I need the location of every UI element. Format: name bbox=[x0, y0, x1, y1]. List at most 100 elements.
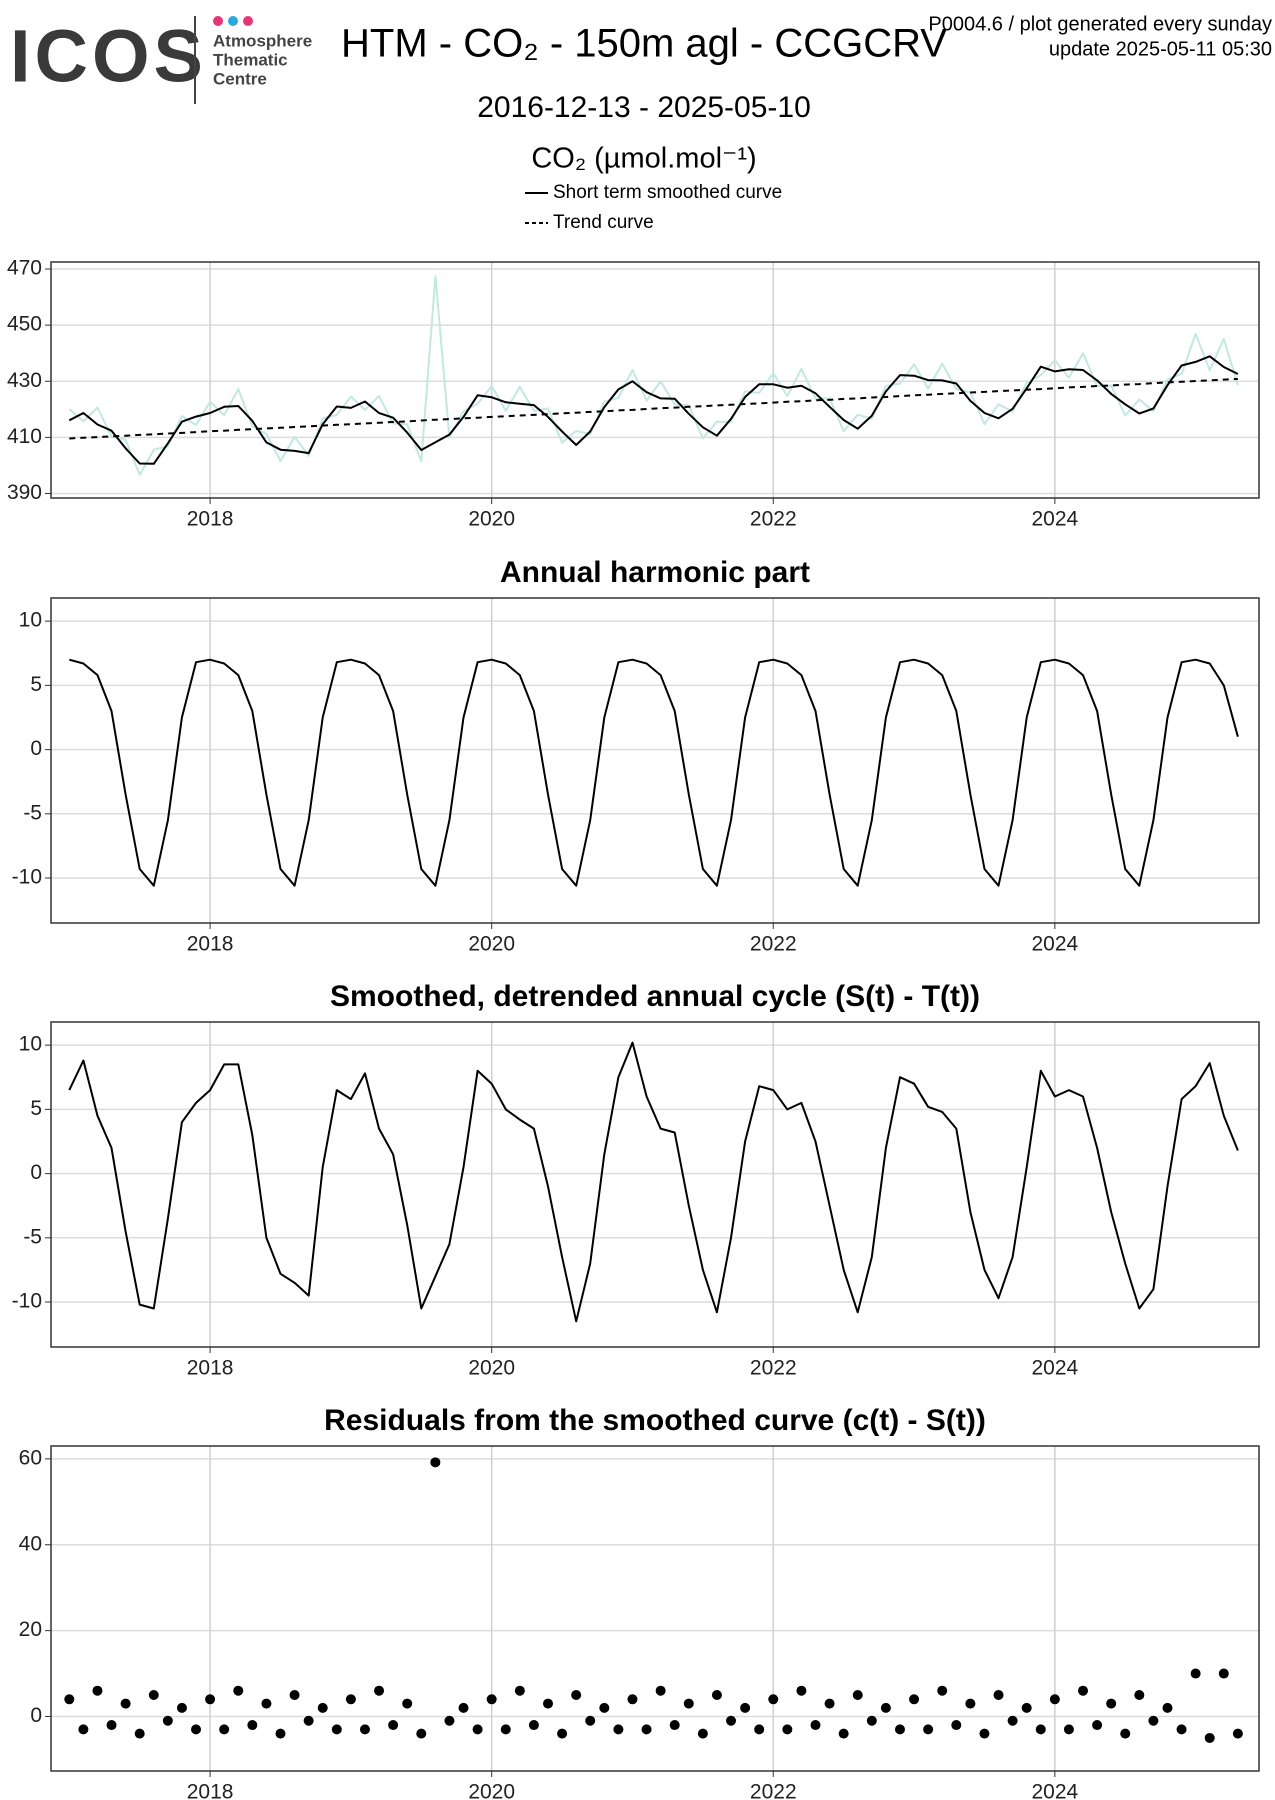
point bbox=[852, 1690, 863, 1701]
point bbox=[599, 1702, 610, 1713]
point bbox=[1021, 1702, 1032, 1713]
note: P0004.6 / plot generated every sunday bbox=[928, 13, 1272, 35]
subtitle: 2016-12-13 - 2025-05-10 bbox=[477, 91, 811, 124]
point bbox=[909, 1694, 920, 1705]
raw-line bbox=[68, 275, 1239, 476]
y-tick-label: 410 bbox=[7, 425, 42, 448]
point bbox=[923, 1724, 934, 1735]
point bbox=[430, 1457, 441, 1468]
point bbox=[1007, 1715, 1018, 1726]
point bbox=[472, 1724, 483, 1735]
point bbox=[979, 1728, 990, 1739]
point bbox=[134, 1728, 145, 1739]
point bbox=[388, 1720, 399, 1731]
x-tick-label: 2022 bbox=[750, 1357, 797, 1380]
y-tick-label: 430 bbox=[7, 369, 42, 392]
point bbox=[754, 1724, 765, 1735]
point bbox=[683, 1698, 694, 1709]
x-tick-label: 2020 bbox=[468, 1357, 515, 1380]
point bbox=[542, 1698, 553, 1709]
point bbox=[824, 1698, 835, 1709]
y-tick-label: -5 bbox=[23, 1225, 42, 1248]
point bbox=[233, 1685, 244, 1696]
title: HTM - CO₂ - 150m agl - CCGCRV bbox=[341, 22, 947, 66]
x-tick-label: 2024 bbox=[1031, 1781, 1078, 1800]
point bbox=[993, 1690, 1004, 1701]
logo-dot bbox=[228, 16, 238, 26]
logo: ICOS bbox=[10, 15, 207, 98]
point bbox=[331, 1724, 342, 1735]
point bbox=[894, 1724, 905, 1735]
plot-frame bbox=[50, 1445, 1260, 1772]
y-tick-label: 5 bbox=[30, 1097, 42, 1120]
point bbox=[810, 1720, 821, 1731]
point bbox=[92, 1685, 103, 1696]
point bbox=[345, 1694, 356, 1705]
point bbox=[486, 1694, 497, 1705]
point bbox=[176, 1702, 187, 1713]
point bbox=[838, 1728, 849, 1739]
point bbox=[1035, 1724, 1046, 1735]
org-line: Atmosphere bbox=[213, 31, 312, 50]
point bbox=[1218, 1668, 1229, 1679]
point bbox=[359, 1724, 370, 1735]
point bbox=[655, 1685, 666, 1696]
logo-dot bbox=[213, 16, 223, 26]
x-tick-label: 2020 bbox=[468, 933, 515, 956]
x-tick-label: 2018 bbox=[187, 933, 234, 956]
point bbox=[1049, 1694, 1060, 1705]
y-tick-label: -5 bbox=[23, 801, 42, 824]
legend-label: Trend curve bbox=[553, 212, 654, 233]
series-line bbox=[68, 355, 1239, 465]
y-tick-label: 470 bbox=[7, 257, 42, 280]
point bbox=[627, 1694, 638, 1705]
y-axis-label: CO₂ (µmol.mol⁻¹) bbox=[531, 143, 756, 175]
point bbox=[1232, 1728, 1243, 1739]
point bbox=[1190, 1668, 1201, 1679]
series-line bbox=[69, 378, 1238, 440]
raw-line bbox=[69, 658, 1239, 887]
point bbox=[965, 1698, 976, 1709]
x-tick-label: 2024 bbox=[1031, 1357, 1078, 1380]
x-tick-label: 2020 bbox=[468, 1781, 515, 1800]
x-tick-label: 2018 bbox=[187, 508, 234, 531]
point bbox=[641, 1724, 652, 1735]
point bbox=[557, 1728, 568, 1739]
x-tick-label: 2022 bbox=[750, 933, 797, 956]
x-tick-label: 2018 bbox=[187, 1781, 234, 1800]
point bbox=[726, 1715, 737, 1726]
point bbox=[148, 1690, 159, 1701]
point bbox=[1176, 1724, 1187, 1735]
y-tick-label: 0 bbox=[30, 1704, 42, 1727]
point bbox=[768, 1694, 779, 1705]
y-tick-label: -10 bbox=[12, 866, 42, 889]
panel-title: Smoothed, detrended annual cycle (S(t) -… bbox=[330, 980, 980, 1013]
y-tick-label: 10 bbox=[19, 1033, 42, 1056]
point bbox=[1092, 1720, 1103, 1731]
update: update 2025-05-11 05:30 bbox=[1049, 38, 1272, 60]
y-tick-label: 40 bbox=[19, 1532, 42, 1555]
y-tick-label: -10 bbox=[12, 1290, 42, 1313]
point bbox=[669, 1720, 680, 1731]
point bbox=[1162, 1702, 1173, 1713]
point bbox=[205, 1694, 216, 1705]
point bbox=[1078, 1685, 1089, 1696]
panel-title: Residuals from the smoothed curve (c(t) … bbox=[324, 1404, 986, 1437]
point bbox=[261, 1698, 272, 1709]
point bbox=[1106, 1698, 1117, 1709]
y-tick-label: 60 bbox=[19, 1446, 42, 1469]
raw-line bbox=[68, 1041, 1239, 1323]
point bbox=[796, 1685, 807, 1696]
point bbox=[711, 1690, 722, 1701]
plot-frame bbox=[50, 1021, 1260, 1348]
point bbox=[458, 1702, 469, 1713]
x-tick-label: 2024 bbox=[1031, 508, 1078, 531]
point bbox=[444, 1715, 455, 1726]
point bbox=[275, 1728, 286, 1739]
point bbox=[374, 1685, 385, 1696]
x-tick-label: 2018 bbox=[187, 1357, 234, 1380]
y-tick-label: 20 bbox=[19, 1618, 42, 1641]
x-tick-label: 2022 bbox=[750, 1781, 797, 1800]
